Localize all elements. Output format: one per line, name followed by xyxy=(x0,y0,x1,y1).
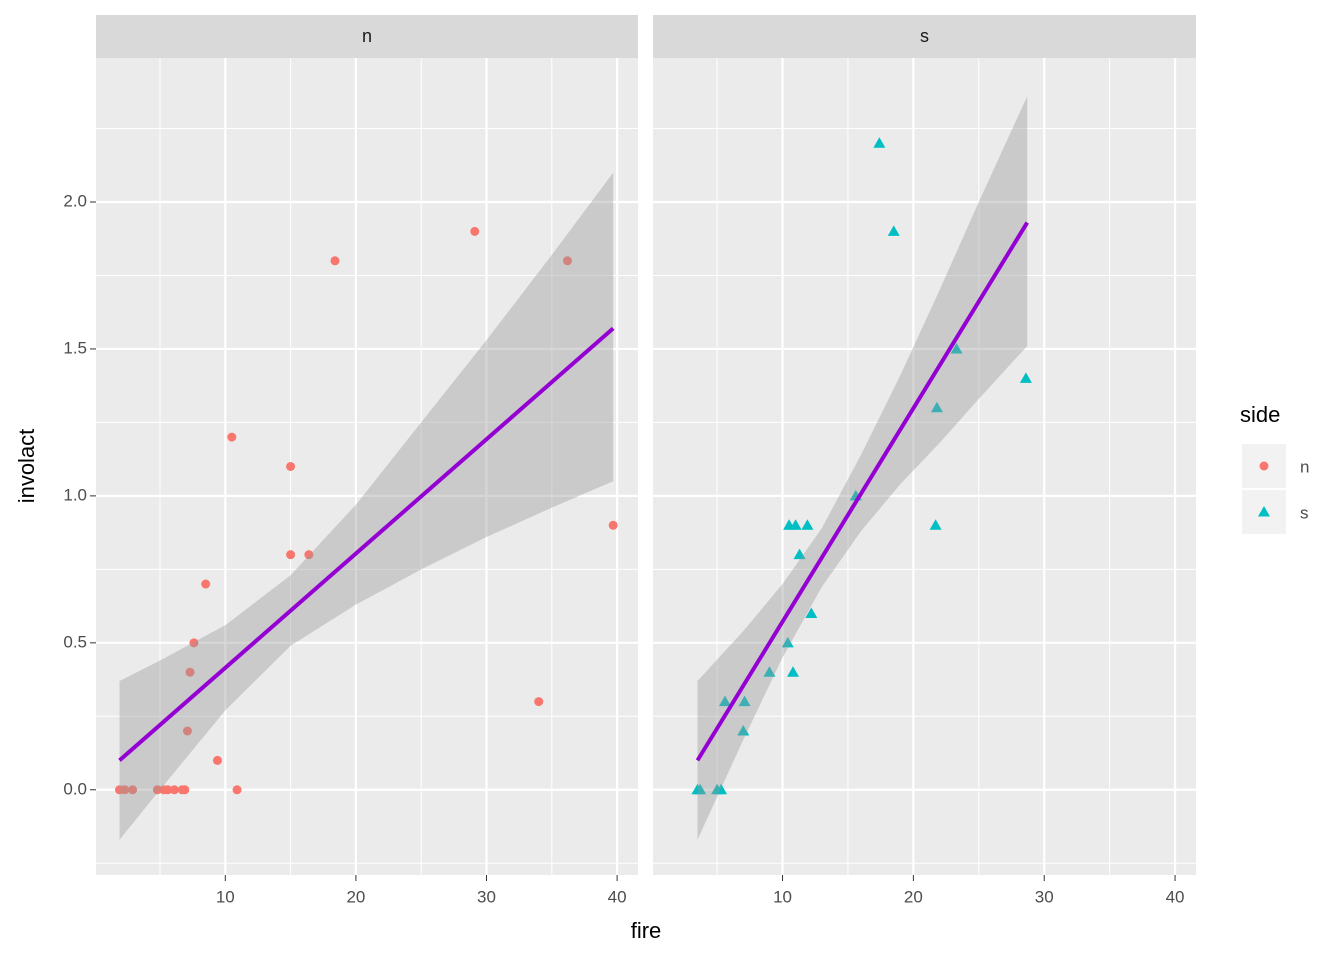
point xyxy=(286,462,296,471)
point xyxy=(715,783,728,795)
y-axis-label: involact xyxy=(14,429,39,504)
panel-background xyxy=(653,58,1196,875)
point xyxy=(212,755,222,765)
y-tick-label: 0.5 xyxy=(63,632,87,651)
fit-line xyxy=(118,326,615,762)
point xyxy=(950,342,963,354)
point xyxy=(232,785,242,795)
point xyxy=(930,401,943,413)
point xyxy=(227,432,237,442)
point xyxy=(152,785,162,795)
y-tick-label: 0.0 xyxy=(63,779,87,798)
point xyxy=(304,550,314,560)
y-tick-label: 1.5 xyxy=(63,338,87,357)
point xyxy=(787,666,800,677)
point xyxy=(718,695,731,707)
point xyxy=(534,697,544,707)
point xyxy=(737,724,750,736)
point xyxy=(608,520,618,530)
point xyxy=(562,256,572,266)
x-tick-label: 30 xyxy=(1035,887,1054,906)
legend-label: n xyxy=(1300,457,1309,476)
point xyxy=(873,137,886,148)
strip xyxy=(96,15,638,58)
point xyxy=(763,666,776,677)
x-tick-label: 40 xyxy=(608,887,627,906)
point xyxy=(330,256,340,266)
point xyxy=(185,667,195,677)
point xyxy=(169,785,179,795)
point xyxy=(801,519,814,530)
point xyxy=(929,519,942,530)
point xyxy=(738,695,751,707)
point xyxy=(1259,461,1269,471)
point xyxy=(470,226,480,236)
x-tick-label: 20 xyxy=(346,887,365,906)
legend-title: side xyxy=(1240,402,1280,427)
point xyxy=(789,519,802,530)
point xyxy=(805,607,818,618)
strip-label: s xyxy=(920,26,929,46)
y-tick-label: 1.0 xyxy=(63,485,87,504)
point xyxy=(286,550,296,560)
point xyxy=(180,785,190,795)
point xyxy=(120,785,130,795)
point xyxy=(128,785,138,795)
x-tick-label: 10 xyxy=(773,887,792,906)
point xyxy=(189,638,199,648)
point xyxy=(793,548,806,560)
point xyxy=(1258,506,1270,517)
point xyxy=(887,225,900,236)
strip xyxy=(653,15,1196,58)
x-tick-label: 20 xyxy=(904,887,923,906)
x-tick-label: 30 xyxy=(477,887,496,906)
point xyxy=(781,636,794,648)
point xyxy=(182,726,192,736)
strip-label: n xyxy=(362,26,372,46)
confidence-band xyxy=(697,96,1028,840)
point xyxy=(163,785,173,795)
legend-label: s xyxy=(1300,503,1309,522)
point xyxy=(201,579,211,589)
y-tick-label: 2.0 xyxy=(63,191,87,210)
point xyxy=(694,783,707,795)
panel-background xyxy=(96,58,638,875)
confidence-band xyxy=(119,172,614,840)
fit-line xyxy=(695,221,1029,762)
x-axis-label: fire xyxy=(631,918,662,943)
x-tick-label: 10 xyxy=(216,887,235,906)
point xyxy=(1019,372,1032,383)
x-tick-label: 40 xyxy=(1166,887,1185,906)
